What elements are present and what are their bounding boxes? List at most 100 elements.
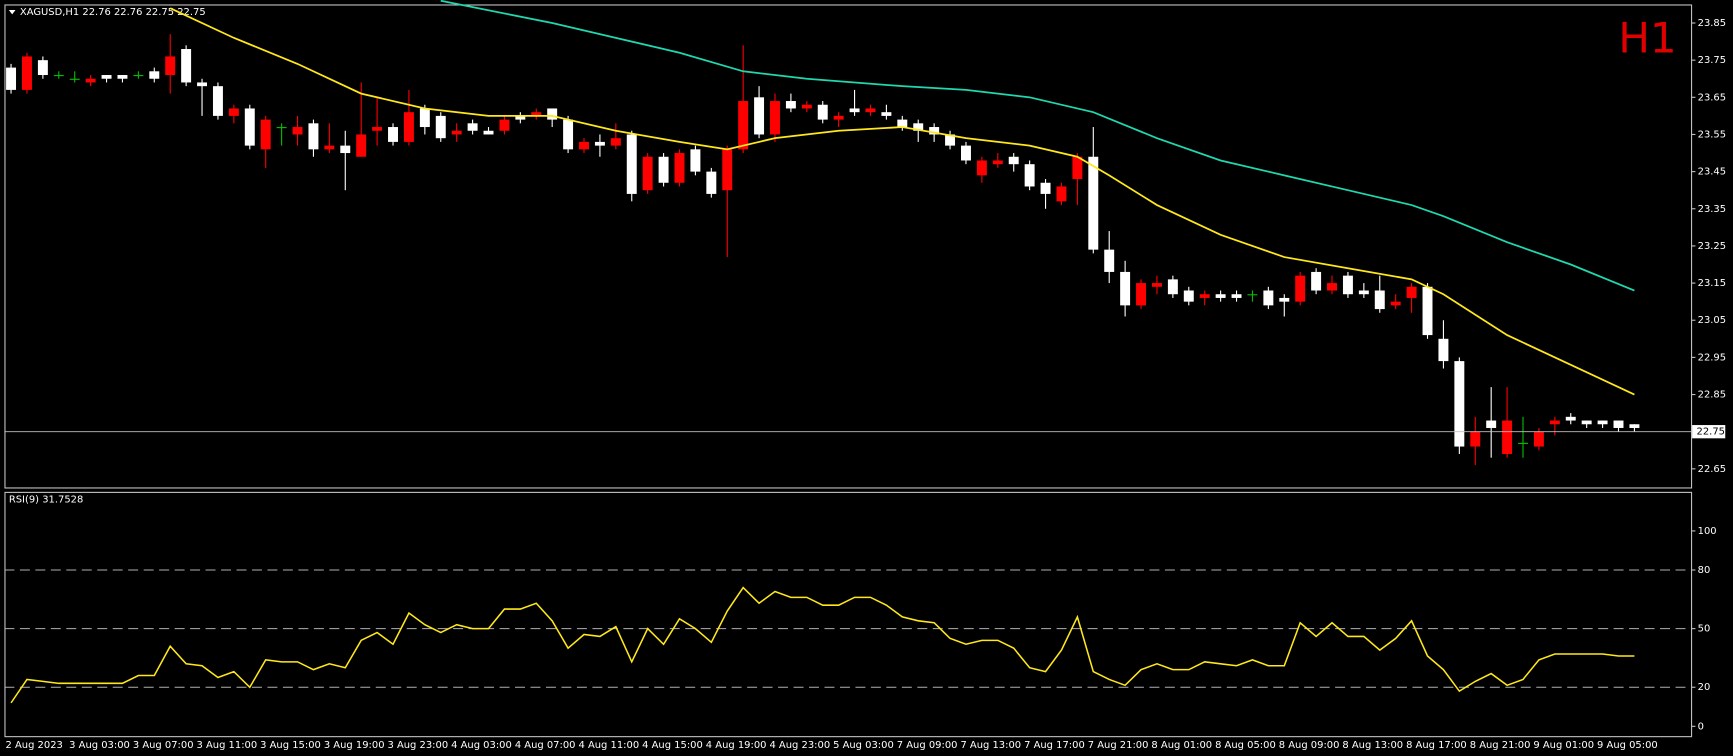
candle-body	[1183, 290, 1194, 302]
candle-body	[1279, 297, 1290, 302]
candle-body	[706, 171, 717, 194]
candle-body	[1581, 420, 1592, 425]
price-label-box	[1692, 425, 1726, 439]
candle-body	[1311, 271, 1322, 291]
candle-body	[785, 101, 796, 109]
menu-arrow	[8, 9, 16, 15]
y-tick-label: 23.75	[1698, 55, 1726, 66]
candle-body	[1470, 431, 1481, 447]
x-tick-label: 8 Aug 13:00	[1342, 740, 1403, 751]
candle-body	[849, 108, 860, 113]
candle-body	[133, 75, 144, 77]
x-tick-label: 8 Aug 17:00	[1406, 740, 1467, 751]
y-tick-label: 23.45	[1698, 167, 1726, 178]
x-tick-label: 4 Aug 19:00	[706, 740, 767, 751]
candle-body	[865, 108, 876, 113]
y-tick-label: 22.95	[1698, 352, 1726, 363]
x-tick-label: 7 Aug 13:00	[960, 740, 1021, 751]
candle-body	[610, 138, 621, 146]
candle-body	[674, 153, 685, 183]
candle-body	[53, 75, 64, 77]
candle-body	[1040, 182, 1051, 194]
x-tick-label: 4 Aug 03:00	[451, 740, 512, 751]
rsi-title: RSI(9) 31.7528	[9, 495, 83, 506]
y-tick-label: 22.85	[1698, 390, 1726, 401]
candle-body	[1342, 275, 1353, 295]
candle-body	[1295, 275, 1306, 302]
y-tick-label: 23.25	[1698, 241, 1726, 252]
candle-body	[1104, 249, 1115, 272]
candle-body	[1629, 424, 1640, 428]
candle-body	[1390, 301, 1401, 306]
candle-body	[499, 119, 510, 131]
candle-body	[1151, 283, 1162, 287]
moving-average-line	[169, 7, 1635, 396]
candle-body	[1438, 338, 1449, 362]
x-tick-label: 3 Aug 03:00	[69, 740, 130, 751]
candle-body	[451, 130, 462, 135]
candle-body	[801, 104, 812, 109]
candle-body	[1008, 156, 1019, 165]
rsi-line	[10, 586, 1635, 704]
candle-body	[833, 115, 844, 120]
candle-body	[1613, 420, 1624, 428]
chart-title: XAGUSD,H1 22.76 22.76 22.75 22.75	[20, 7, 206, 18]
y-tick-label: 23.05	[1698, 315, 1726, 326]
candle-body	[754, 97, 765, 135]
rsi-panel-frame	[4, 491, 1693, 738]
y-tick-label: 23.15	[1698, 278, 1726, 289]
x-tick-label: 4 Aug 15:00	[642, 740, 703, 751]
x-tick-label: 7 Aug 17:00	[1024, 740, 1085, 751]
candle-body	[1120, 271, 1131, 306]
candle-body	[260, 119, 271, 150]
candle-body	[817, 104, 828, 120]
x-tick-label: 2 Aug 2023	[6, 740, 63, 751]
x-tick-label: 4 Aug 11:00	[578, 740, 639, 751]
x-tick-label: 4 Aug 23:00	[769, 740, 830, 751]
candle-body	[1454, 361, 1465, 447]
x-tick-label: 3 Aug 15:00	[260, 740, 321, 751]
candle-body	[324, 145, 335, 150]
candle-body	[547, 108, 558, 120]
x-tick-label: 3 Aug 07:00	[133, 740, 194, 751]
y-tick-label: 50	[1698, 624, 1711, 635]
candle-body	[1358, 290, 1369, 295]
candle-body	[594, 141, 605, 146]
x-tick-label: 8 Aug 01:00	[1151, 740, 1212, 751]
candle-body	[483, 130, 494, 135]
y-tick-label: 23.55	[1698, 129, 1726, 140]
candle-body	[1486, 420, 1497, 428]
candle-body	[435, 115, 446, 139]
candle-body	[1167, 279, 1178, 295]
candle-body	[212, 86, 223, 116]
x-tick-label: 7 Aug 21:00	[1088, 740, 1149, 751]
price-label: 22.75	[1697, 427, 1725, 438]
candle-body	[197, 82, 208, 87]
y-tick-label: 23.85	[1698, 18, 1726, 29]
x-tick-label: 3 Aug 23:00	[387, 740, 448, 751]
y-tick-label: 22.65	[1698, 464, 1726, 475]
candle-body	[1374, 290, 1385, 310]
candle-body	[244, 108, 255, 146]
candle-body	[1549, 420, 1560, 425]
candle-body	[308, 123, 319, 150]
candle-body	[626, 134, 637, 194]
candle-body	[976, 160, 987, 176]
candle-body	[69, 78, 80, 80]
moving-average-line	[440, 0, 1635, 292]
candle-body	[6, 67, 17, 90]
candle-body	[1024, 164, 1035, 187]
candle-body	[579, 141, 589, 150]
candle-body	[945, 134, 956, 146]
candle-body	[563, 119, 574, 150]
candle-body	[770, 101, 780, 135]
candle-body	[372, 127, 383, 131]
candle-body	[1533, 431, 1544, 447]
candle-body	[388, 127, 398, 142]
candle-body	[1231, 294, 1242, 298]
candle-body	[403, 112, 414, 142]
candle-body	[1072, 156, 1083, 180]
candle-body	[467, 123, 478, 131]
